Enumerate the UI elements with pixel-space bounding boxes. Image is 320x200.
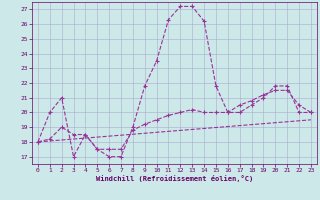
X-axis label: Windchill (Refroidissement éolien,°C): Windchill (Refroidissement éolien,°C) <box>96 175 253 182</box>
